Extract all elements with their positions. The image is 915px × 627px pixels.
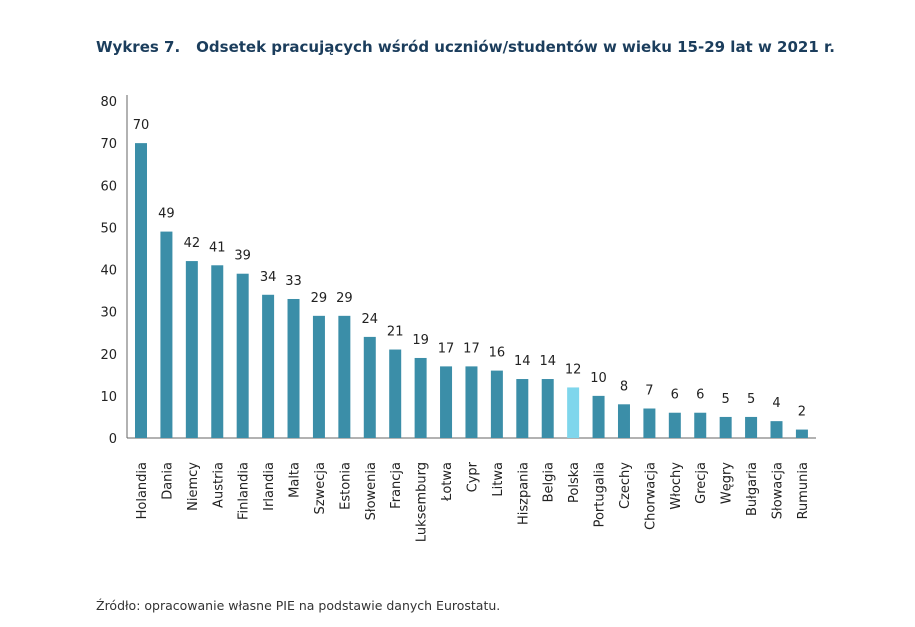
data-label: 39 (234, 249, 251, 264)
data-label: 6 (696, 388, 704, 403)
data-label: 33 (285, 274, 302, 289)
bar-niemcy (185, 261, 198, 438)
x-tick-label: Portugalia (593, 462, 608, 527)
x-tick-label: Austria (211, 462, 226, 508)
bar-belgia (541, 379, 554, 438)
x-tick-label: Węgry (720, 462, 735, 504)
data-label: 5 (722, 392, 730, 407)
x-tick-label: Włochy (669, 462, 684, 510)
data-label: 12 (565, 362, 582, 377)
data-label: 29 (311, 291, 328, 306)
bar-słowenia (363, 336, 376, 438)
bar-cypr (465, 366, 478, 438)
data-label: 8 (620, 379, 628, 394)
bar-holandia (135, 143, 147, 438)
bar-grecja (694, 412, 707, 438)
bar-francja (389, 349, 402, 438)
data-label: 14 (514, 354, 531, 369)
x-tick-label: Finlandia (237, 462, 252, 520)
x-tick-label: Łotwa (440, 462, 455, 502)
x-tick-label: Estonia (338, 462, 353, 510)
data-label: 16 (489, 346, 506, 361)
x-tick-label: Cypr (465, 461, 480, 492)
bar-szwecja (312, 315, 325, 438)
x-tick-label: Litwa (491, 462, 506, 497)
bar-malta (287, 298, 300, 438)
bar-słowacja (770, 421, 783, 438)
data-label: 6 (671, 388, 679, 403)
x-tick-label: Bułgaria (745, 462, 760, 516)
bar-estonia (338, 315, 351, 438)
data-label: 19 (412, 333, 429, 348)
bar-hiszpania (516, 379, 529, 438)
data-label: 5 (747, 392, 755, 407)
chart-number: Wykres 7. (96, 38, 181, 56)
x-tick-label: Luksemburg (415, 462, 430, 542)
data-label: 34 (260, 270, 277, 285)
x-tick-label: Rumunia (796, 462, 811, 519)
bar-finlandia (236, 273, 249, 438)
source-note: Źródło: opracowanie własne PIE na podsta… (96, 598, 501, 613)
y-tick-label: 70 (100, 137, 117, 152)
data-label: 24 (362, 312, 379, 327)
data-label: 41 (209, 240, 226, 255)
bar-portugalia (592, 395, 605, 438)
y-tick-label: 20 (100, 348, 117, 363)
bar-chorwacja (643, 408, 656, 438)
y-tick-label: 30 (100, 306, 117, 321)
x-tick-label: Niemcy (186, 462, 201, 511)
bar-bułgaria (745, 416, 758, 438)
bar-węgry (719, 416, 732, 438)
bar-austria (211, 265, 224, 438)
bar-włochy (668, 412, 681, 438)
bar-litwa (490, 370, 503, 438)
data-label: 17 (463, 341, 480, 356)
data-label: 21 (387, 325, 404, 340)
x-tick-label: Szwecja (313, 462, 328, 514)
y-tick-label: 40 (100, 264, 117, 279)
x-tick-label: Chorwacja (643, 462, 658, 530)
chart-title-text: Odsetek pracujących wśród uczniów/studen… (196, 38, 835, 56)
data-label: 49 (158, 207, 175, 222)
x-tick-label: Belgia (542, 462, 557, 502)
y-tick-label: 0 (109, 432, 117, 447)
chart-title: Wykres 7. Odsetek pracujących wśród uczni… (96, 38, 835, 56)
data-label: 17 (438, 341, 455, 356)
x-tick-label: Malta (288, 462, 303, 498)
bar-dania (160, 231, 173, 438)
bar-irlandia (262, 294, 275, 438)
y-tick-label: 60 (100, 179, 117, 194)
x-tick-label: Irlandia (262, 462, 277, 511)
y-tick-label: 10 (100, 390, 117, 405)
x-tick-label: Czechy (618, 462, 633, 509)
bar-łotwa (440, 366, 453, 438)
data-label: 4 (772, 396, 780, 411)
x-tick-label: Słowenia (364, 462, 379, 520)
data-label: 42 (184, 236, 201, 251)
x-tick-label: Słowacja (771, 462, 786, 519)
data-label: 70 (133, 118, 150, 133)
data-label: 7 (645, 384, 653, 399)
x-tick-label: Dania (160, 462, 175, 500)
data-label: 29 (336, 291, 353, 306)
y-tick-label: 80 (100, 95, 117, 110)
bar-polska (567, 387, 580, 438)
x-tick-label: Polska (567, 462, 582, 503)
x-tick-label: Holandia (135, 462, 150, 519)
data-label: 2 (798, 405, 806, 420)
bar-rumunia (795, 429, 808, 438)
bar-luksemburg (414, 357, 427, 438)
x-tick-label: Grecja (694, 462, 709, 504)
data-label: 10 (590, 371, 607, 386)
x-tick-label: Francja (389, 462, 404, 509)
x-tick-label: Hiszpania (516, 462, 531, 525)
data-label: 14 (539, 354, 556, 369)
y-tick-label: 50 (100, 221, 117, 236)
bar-czechy (617, 404, 630, 438)
